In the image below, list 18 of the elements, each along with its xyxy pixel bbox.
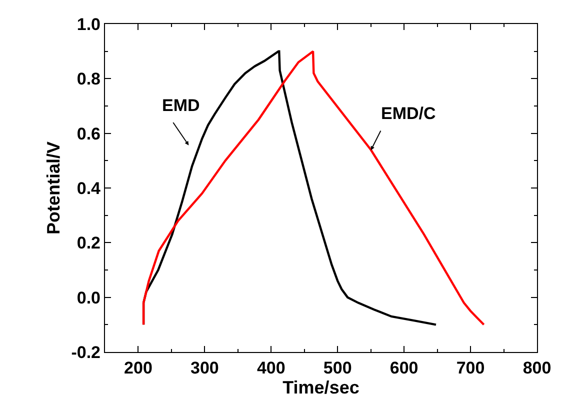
x-tick-label: 700 [456, 358, 485, 378]
series-label: EMD [162, 96, 200, 115]
y-tick-label: 1.0 [76, 14, 100, 34]
x-tick-label: 800 [522, 358, 552, 378]
x-axis-title: Time/sec [282, 378, 360, 398]
y-tick-label: 0.8 [76, 70, 100, 89]
y-axis-title: Potential/V [43, 141, 64, 235]
y-tick-label: 0.4 [76, 178, 102, 198]
y-tick-label: -0.2 [71, 342, 100, 362]
x-tick-label: 400 [256, 358, 286, 378]
series-label: EMD/C [381, 104, 436, 123]
y-tick-label: 0.2 [76, 234, 100, 253]
x-tick-label: 200 [124, 358, 152, 378]
y-tick-label: 0.6 [76, 124, 100, 144]
y-tick-label: 0.0 [76, 288, 100, 308]
x-tick-label: 300 [190, 358, 219, 378]
x-tick-label: 500 [323, 358, 352, 378]
x-tick-label: 600 [390, 358, 418, 378]
